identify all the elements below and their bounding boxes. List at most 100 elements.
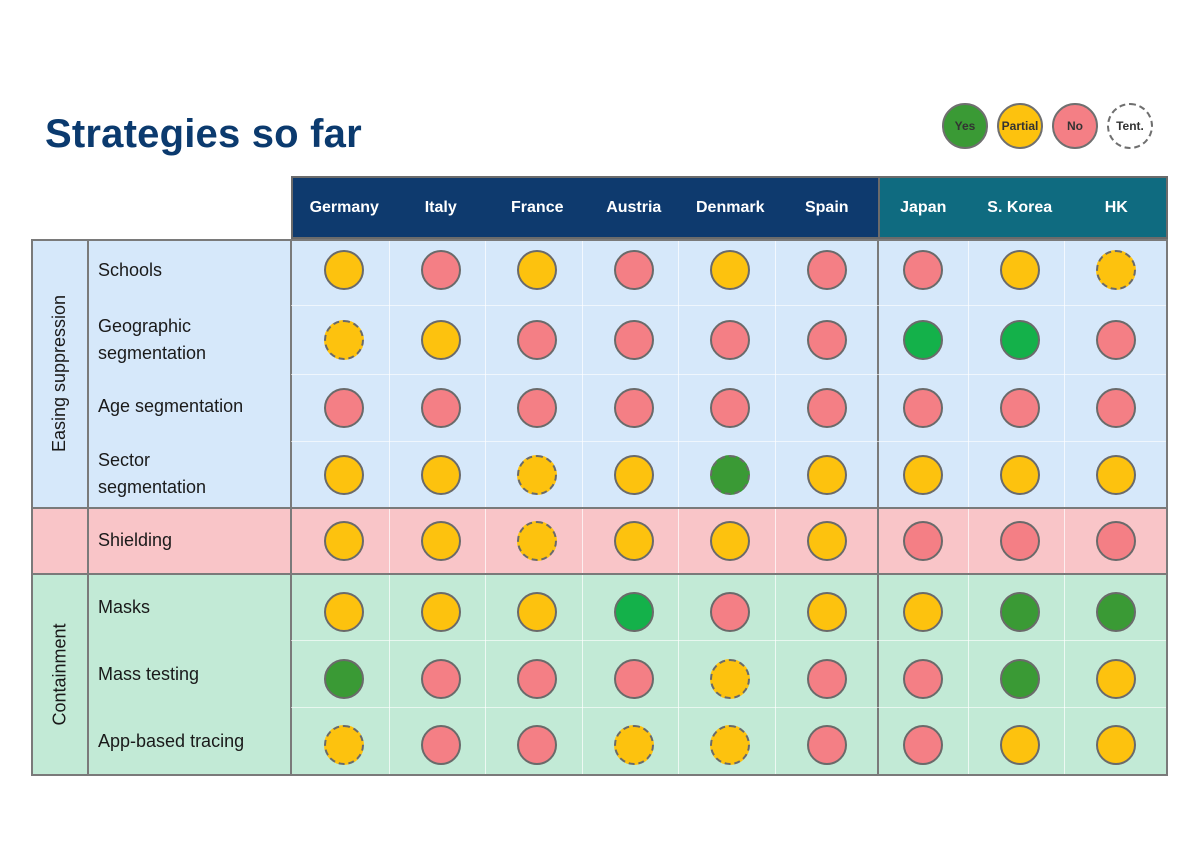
column-divider xyxy=(774,239,776,775)
status-dot-yes xyxy=(999,320,1040,360)
status-dot-no xyxy=(1096,320,1137,360)
status-dot-partial xyxy=(517,592,558,632)
legend-no: No xyxy=(1052,103,1098,149)
status-dot-partial-tentative xyxy=(613,725,654,765)
status-dot-no xyxy=(903,388,944,428)
status-dot-no xyxy=(710,388,751,428)
status-dot-partial-tentative xyxy=(324,725,365,765)
column-header-italy: Italy xyxy=(424,198,457,216)
status-dot-partial xyxy=(806,592,847,632)
row-label: Mass testing xyxy=(98,664,200,684)
asia-header xyxy=(878,176,1168,239)
legend-no-label: No xyxy=(1067,119,1083,133)
row-label: Geographic segmentation xyxy=(98,316,207,363)
status-dot-no xyxy=(710,592,751,632)
status-dot-no xyxy=(324,388,365,428)
row-label: Schools xyxy=(98,260,163,280)
status-dot-no xyxy=(420,388,461,428)
status-dot-partial xyxy=(517,250,558,290)
row-label: App-based tracing xyxy=(98,731,245,751)
status-dot-partial xyxy=(420,320,461,360)
status-dot-partial xyxy=(903,455,944,495)
status-dot-no xyxy=(1096,388,1137,428)
status-dot-partial xyxy=(903,592,944,632)
legend-yes: Yes xyxy=(942,103,988,149)
column-header-s-korea: S. Korea xyxy=(987,198,1053,216)
status-dot-no xyxy=(806,725,847,765)
status-dot-no xyxy=(903,725,944,765)
legend-partial: Partial xyxy=(997,103,1043,149)
row-divider xyxy=(291,441,1168,442)
status-dot-no xyxy=(613,250,654,290)
status-dot-partial xyxy=(1096,455,1137,495)
easing-band xyxy=(31,239,1168,507)
status-dot-partial xyxy=(324,521,365,561)
status-dot-no xyxy=(517,388,558,428)
containment-band xyxy=(31,573,1168,775)
status-dot-partial-tentative xyxy=(324,320,365,360)
row-divider xyxy=(291,305,1168,306)
status-dot-partial xyxy=(1096,725,1137,765)
status-dot-no xyxy=(517,320,558,360)
status-dot-yes xyxy=(324,659,365,699)
status-dot-partial xyxy=(420,521,461,561)
status-dot-partial xyxy=(324,455,365,495)
shielding-band xyxy=(31,507,1168,573)
status-dot-yes xyxy=(903,320,944,360)
status-dot-partial-tentative xyxy=(517,455,558,495)
status-dot-no xyxy=(420,250,461,290)
row-divider xyxy=(291,374,1168,375)
status-dot-partial xyxy=(999,250,1040,290)
column-divider xyxy=(485,239,486,775)
europe-header xyxy=(291,176,878,239)
status-dot-yes xyxy=(999,592,1040,632)
status-dot-partial xyxy=(420,455,461,495)
status-dot-no xyxy=(710,320,751,360)
status-dot-yes xyxy=(999,659,1040,699)
region-divider xyxy=(877,239,879,775)
status-dot-partial-tentative xyxy=(1096,250,1137,290)
status-dot-partial xyxy=(806,455,847,495)
status-dot-partial xyxy=(1096,659,1137,699)
status-dot-partial xyxy=(710,521,751,561)
legend-tentative: Tent. xyxy=(1107,103,1153,149)
page-title: Strategies so far xyxy=(45,112,362,156)
row-label: Shielding xyxy=(98,530,173,550)
status-dot-no xyxy=(420,659,461,699)
legend-tentative-label: Tent. xyxy=(1116,119,1144,133)
status-dot-partial xyxy=(806,521,847,561)
legend-partial-label: Partial xyxy=(1001,119,1039,133)
row-divider xyxy=(291,640,1168,641)
status-dot-no xyxy=(903,250,944,290)
status-dot-no xyxy=(806,388,847,428)
status-dot-no xyxy=(1096,521,1137,561)
row-label: Sector segmentation xyxy=(98,450,207,497)
status-dot-no xyxy=(903,659,944,699)
status-dot-partial xyxy=(420,592,461,632)
column-divider xyxy=(388,239,390,775)
status-dot-partial xyxy=(324,250,365,290)
legend-yes-label: Yes xyxy=(954,119,976,133)
column-header-austria: Austria xyxy=(606,198,662,216)
column-divider xyxy=(1064,239,1065,775)
column-header-france: France xyxy=(511,198,564,216)
status-dot-no xyxy=(420,725,461,765)
status-dot-no xyxy=(613,320,654,360)
row-label: Age segmentation xyxy=(98,396,244,416)
label-divider xyxy=(290,239,292,775)
status-dot-yes xyxy=(613,592,654,632)
status-dot-no xyxy=(999,521,1040,561)
status-dot-no xyxy=(517,725,558,765)
status-dot-yes-tentative xyxy=(710,455,751,495)
status-dot-partial xyxy=(613,455,654,495)
column-header-germany: Germany xyxy=(309,198,379,216)
column-divider xyxy=(678,239,679,775)
status-dot-partial-tentative xyxy=(710,659,751,699)
status-dot-no xyxy=(806,250,847,290)
status-dot-partial xyxy=(710,250,751,290)
status-dot-no xyxy=(903,521,944,561)
status-dot-partial xyxy=(613,521,654,561)
column-header-hk: HK xyxy=(1104,198,1128,216)
status-dot-yes xyxy=(1096,592,1137,632)
status-dot-no xyxy=(806,320,847,360)
